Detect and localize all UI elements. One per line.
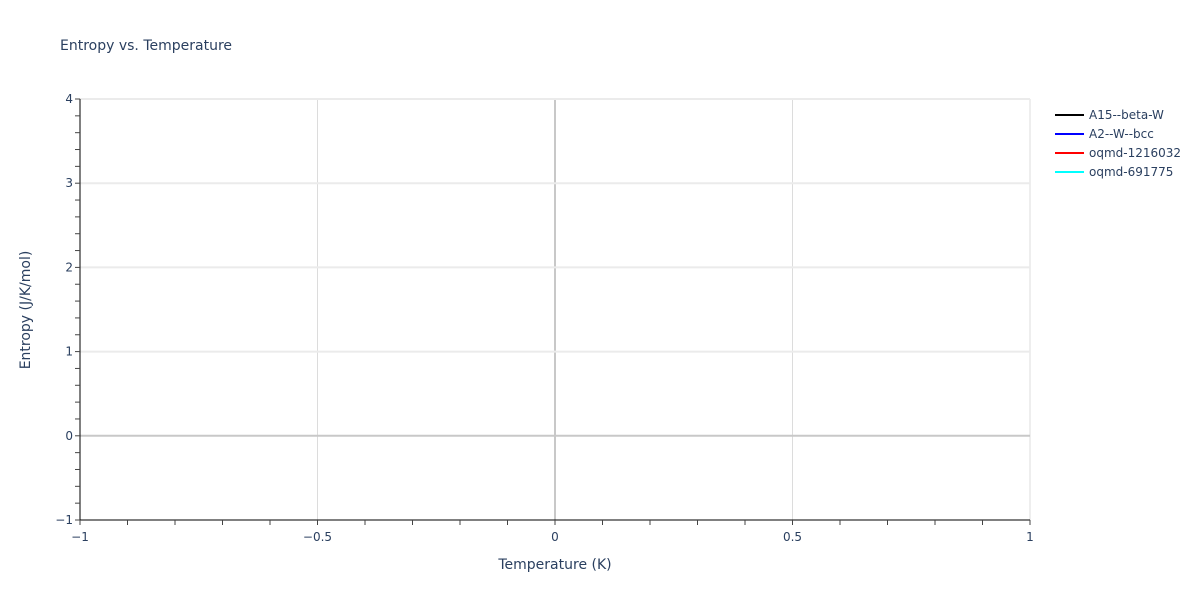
- legend: A15--beta-W A2--W--bcc oqmd-1216032 oqmd-69…: [1055, 108, 1181, 179]
- y-axis-label: Entropy (J/K/mol): [18, 251, 34, 370]
- chart-title: Entropy vs. Temperature: [60, 38, 232, 54]
- axes: −1 −0.5 0 0.5 1 −1 0 1 2 3 4: [55, 92, 1034, 544]
- grid: [80, 98, 1031, 520]
- legend-item-label: A15--beta-W: [1089, 108, 1164, 122]
- legend-item-label: A2--W--bcc: [1089, 127, 1154, 141]
- y-tick-label: 0: [65, 429, 73, 443]
- x-tick-label: 0.5: [783, 530, 802, 544]
- y-tick-label: 4: [65, 92, 73, 106]
- x-tick-label: 1: [1026, 530, 1034, 544]
- x-tick-label: 0: [551, 530, 559, 544]
- legend-item-label: oqmd-691775: [1089, 165, 1173, 179]
- y-tick-label: 2: [65, 260, 73, 274]
- x-tick-label: −1: [71, 530, 89, 544]
- y-tick-label: −1: [55, 513, 73, 527]
- x-axis-label: Temperature (K): [497, 557, 611, 573]
- y-tick-label: 3: [65, 176, 73, 190]
- x-tick-label: −0.5: [303, 530, 332, 544]
- legend-item-label: oqmd-1216032: [1089, 146, 1181, 160]
- y-tick-label: 1: [65, 345, 73, 359]
